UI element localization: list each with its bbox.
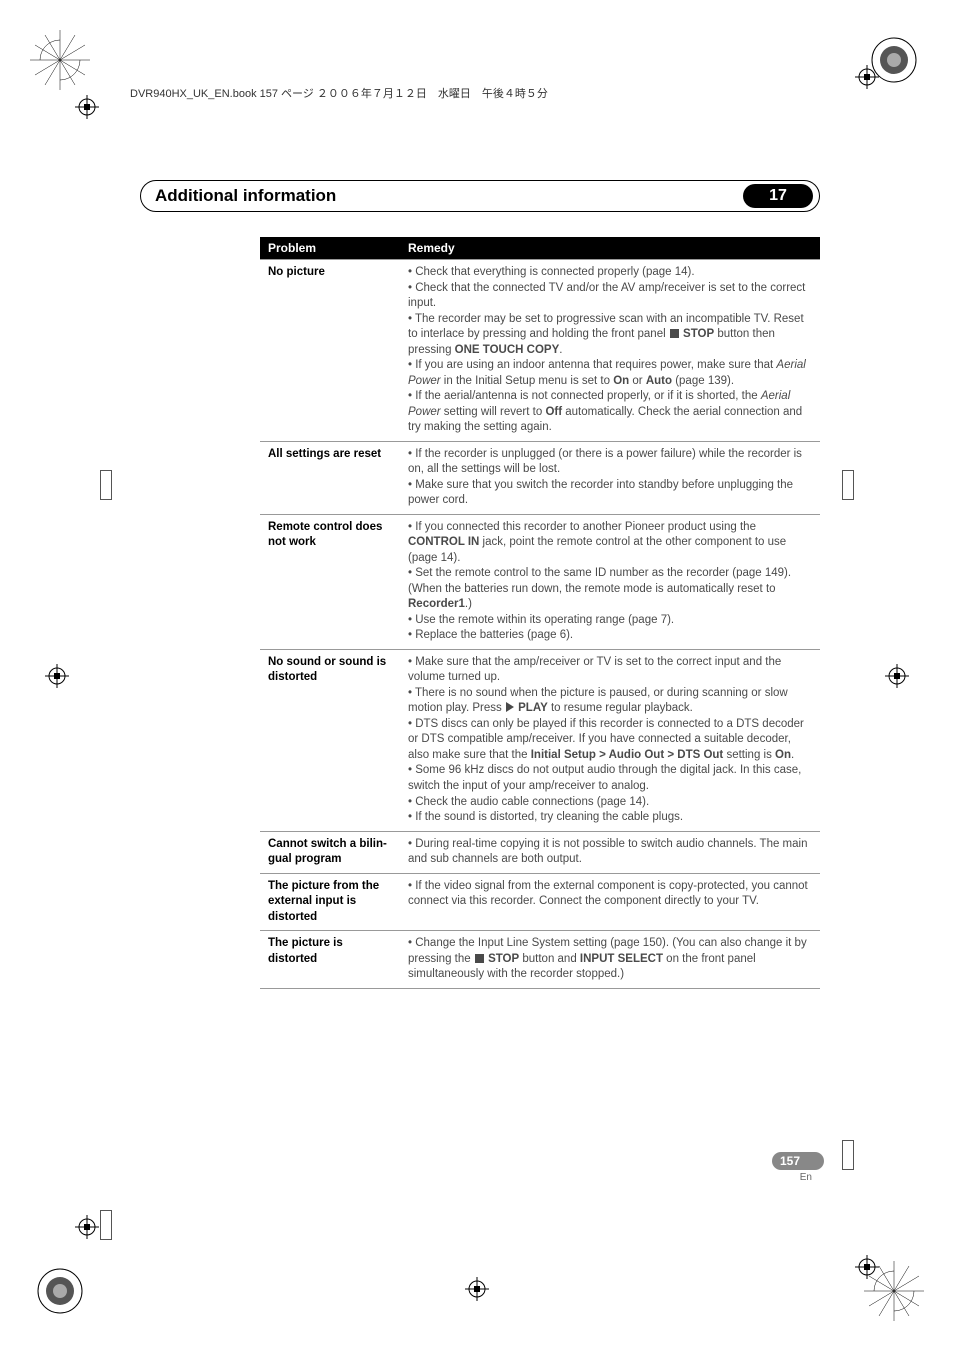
alignment-tick-left-upper (100, 470, 112, 500)
table-row: No picture• Check that everything is con… (260, 260, 820, 442)
remedy-cell: • During real-time copying it is not pos… (400, 831, 820, 873)
section-title: Additional information (155, 186, 336, 206)
table-row: The picture is distorted• Change the Inp… (260, 931, 820, 989)
problem-cell: The picture is distorted (260, 931, 400, 989)
page-number-pill: 157 (772, 1152, 824, 1170)
problem-cell: Cannot switch a bilin-gual program (260, 831, 400, 873)
register-mark-right (885, 664, 909, 688)
problem-cell: The picture from the external input is d… (260, 873, 400, 931)
remedy-cell: • Change the Input Line System setting (… (400, 931, 820, 989)
alignment-tick-left-mid (100, 1210, 112, 1240)
header-source-line: DVR940HX_UK_EN.book 157 ページ ２００６年７月１２日 水… (130, 85, 548, 101)
remedy-cell: • If the video signal from the external … (400, 873, 820, 931)
register-mark-top-left (75, 95, 99, 119)
col-header-problem: Problem (260, 237, 400, 260)
register-mark-bottom (465, 1277, 489, 1301)
table-row: Cannot switch a bilin-gual program• Duri… (260, 831, 820, 873)
col-header-remedy: Remedy (400, 237, 820, 260)
chapter-number-pill: 17 (743, 184, 813, 208)
alignment-tick-right-mid (842, 1140, 854, 1170)
section-title-bar: Additional information 17 (140, 180, 820, 212)
remedy-cell: • If the recorder is unplugged (or there… (400, 441, 820, 514)
table-row: All settings are reset• If the recorder … (260, 441, 820, 514)
problem-cell: All settings are reset (260, 441, 400, 514)
alignment-tick-right-upper (842, 470, 854, 500)
register-mark-top (855, 65, 879, 89)
corner-circle-bl (30, 1261, 90, 1321)
table-row: No sound or sound is distorted• Make sur… (260, 649, 820, 831)
problem-cell: No picture (260, 260, 400, 442)
register-mark-left (45, 664, 69, 688)
table-row: The picture from the external input is d… (260, 873, 820, 931)
problem-cell: No sound or sound is distorted (260, 649, 400, 831)
troubleshooting-table: Problem Remedy No picture• Check that ev… (260, 237, 820, 989)
register-mark-right-lower (855, 1255, 879, 1279)
register-mark-left-lower (75, 1215, 99, 1239)
remedy-cell: • Make sure that the amp/receiver or TV … (400, 649, 820, 831)
page-language: En (800, 1172, 812, 1183)
corner-radial-tl (30, 30, 90, 90)
remedy-cell: • Check that everything is connected pro… (400, 260, 820, 442)
problem-cell: Remote control does not work (260, 514, 400, 649)
remedy-cell: • If you connected this recorder to anot… (400, 514, 820, 649)
table-row: Remote control does not work• If you con… (260, 514, 820, 649)
